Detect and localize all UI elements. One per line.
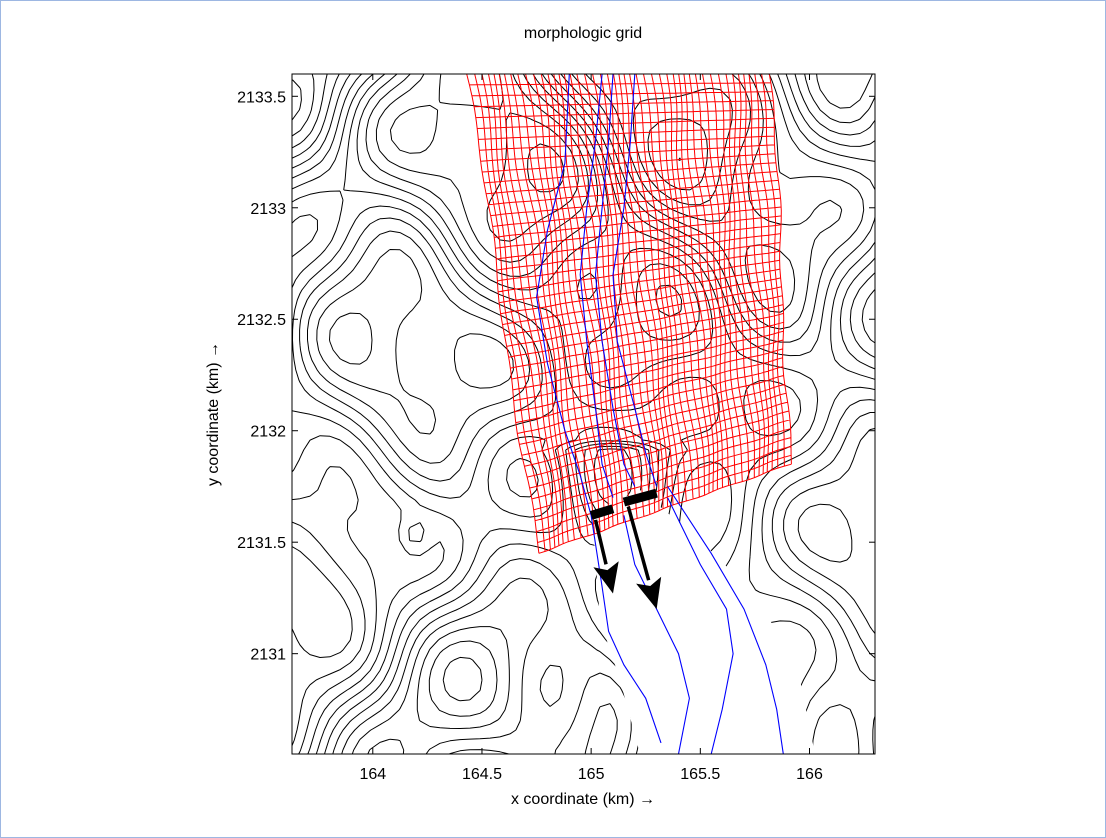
- x-tick-label: 164: [359, 766, 386, 783]
- contour-lines: [292, 74, 875, 754]
- y-tick-label: 2133: [250, 201, 286, 218]
- flow-arrows: [593, 506, 662, 610]
- contour-line: [292, 74, 875, 754]
- y-tick-label: 2131: [250, 647, 286, 664]
- contour-line: [292, 74, 875, 754]
- boundary-marker: [622, 488, 658, 507]
- channel-line: [667, 497, 734, 754]
- contour-line: [292, 74, 708, 717]
- flow-arrow: [626, 506, 662, 610]
- channel-line: [594, 74, 636, 487]
- x-axis-title: x coordinate (km) →: [511, 791, 655, 808]
- channel-line: [536, 74, 592, 516]
- x-tick-label: 165: [578, 766, 605, 783]
- y-tick-label: 2132: [250, 424, 286, 441]
- channel-line: [579, 74, 614, 498]
- x-tick-label: 166: [796, 766, 823, 783]
- chart-title: morphologic grid: [524, 25, 642, 42]
- y-tick-label: 2131.5: [237, 535, 286, 552]
- contour-line: [292, 79, 681, 702]
- channel-line: [612, 74, 658, 487]
- channel-line: [667, 486, 784, 754]
- boundary-marker: [589, 504, 615, 520]
- x-axis-ticks: 164 164.5 165 165.5 166: [359, 74, 823, 783]
- plot-frame: [291, 73, 876, 755]
- y-tick-label: 2132.5: [237, 312, 286, 329]
- morphologic-grid: [466, 74, 792, 554]
- boundary-markers: [589, 488, 658, 520]
- channel-line: [623, 515, 690, 754]
- x-tick-label: 165.5: [680, 766, 720, 783]
- y-tick-label: 2133.5: [237, 89, 286, 106]
- channel-lines: [536, 74, 784, 754]
- channel-bed-area: [592, 490, 815, 754]
- y-axis-title: y coordinate (km) →: [205, 342, 222, 486]
- x-tick-label: 164.5: [462, 766, 502, 783]
- grid-mesh: [466, 74, 792, 554]
- flow-arrow: [593, 519, 619, 594]
- y-axis-ticks: 2131 2131.5 2132 2132.5 2133 2133.5: [237, 89, 875, 664]
